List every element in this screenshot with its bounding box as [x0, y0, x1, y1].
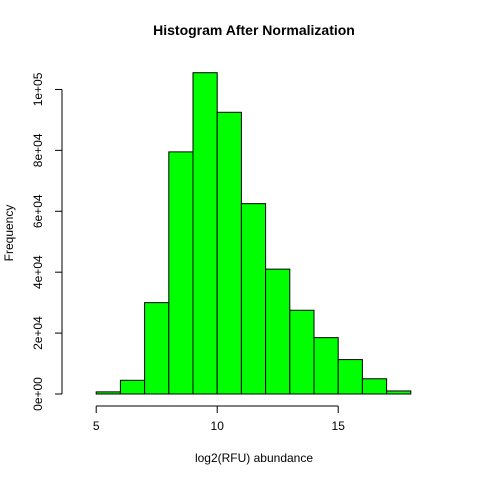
x-axis: 5 10 15 [93, 405, 346, 433]
histogram-bar [337, 359, 363, 395]
histogram-bar [386, 390, 412, 395]
histogram-bar [192, 72, 218, 395]
y-tick-label: 4e+04 [31, 255, 45, 289]
histogram-bar [216, 111, 242, 395]
histogram-bar [95, 391, 121, 395]
x-tick-label: 5 [93, 419, 100, 433]
histogram-bar [240, 203, 267, 395]
y-tick-label: 6e+04 [31, 194, 45, 228]
x-tick-label: 15 [332, 419, 346, 433]
bars-group [95, 72, 412, 395]
chart-title: Histogram After Normalization [153, 22, 355, 38]
y-axis: 0e+00 2e+04 4e+04 6e+04 8e+04 1e+05 [31, 72, 63, 411]
y-axis-label: Frequency [2, 205, 16, 262]
y-tick-label: 8e+04 [31, 133, 45, 167]
histogram-bar [265, 268, 291, 395]
y-tick-label: 0e+00 [31, 377, 45, 411]
x-axis-label: log2(RFU) abundance [195, 451, 313, 465]
histogram-bar [361, 378, 388, 395]
histogram-bar [119, 379, 146, 395]
histogram-bar [313, 337, 339, 395]
histogram-bar [168, 151, 194, 395]
y-tick-label: 1e+05 [31, 72, 45, 106]
histogram-bar [289, 309, 315, 395]
y-tick-label: 2e+04 [31, 316, 45, 350]
histogram-bar [144, 302, 170, 395]
x-tick-label: 10 [211, 419, 225, 433]
